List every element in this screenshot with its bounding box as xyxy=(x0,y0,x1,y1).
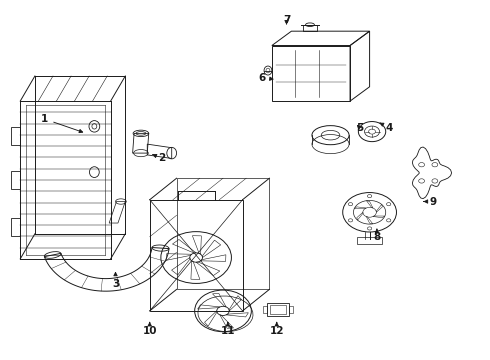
Bar xyxy=(270,305,286,314)
Text: 12: 12 xyxy=(270,323,284,336)
Text: 10: 10 xyxy=(143,323,157,336)
Bar xyxy=(303,25,317,31)
Polygon shape xyxy=(45,248,169,291)
Bar xyxy=(357,237,382,244)
Bar xyxy=(267,303,289,316)
Text: 6: 6 xyxy=(259,73,273,83)
Text: 8: 8 xyxy=(373,229,381,242)
Bar xyxy=(263,306,267,313)
Text: 5: 5 xyxy=(356,123,364,133)
Text: 9: 9 xyxy=(424,197,437,207)
Bar xyxy=(289,306,293,313)
Polygon shape xyxy=(413,147,452,199)
Text: 3: 3 xyxy=(112,273,119,289)
Text: 2: 2 xyxy=(153,153,166,163)
Polygon shape xyxy=(109,202,125,223)
Text: 7: 7 xyxy=(283,15,290,26)
Text: 11: 11 xyxy=(220,323,235,336)
Text: 1: 1 xyxy=(41,114,83,132)
Text: 4: 4 xyxy=(380,123,393,133)
